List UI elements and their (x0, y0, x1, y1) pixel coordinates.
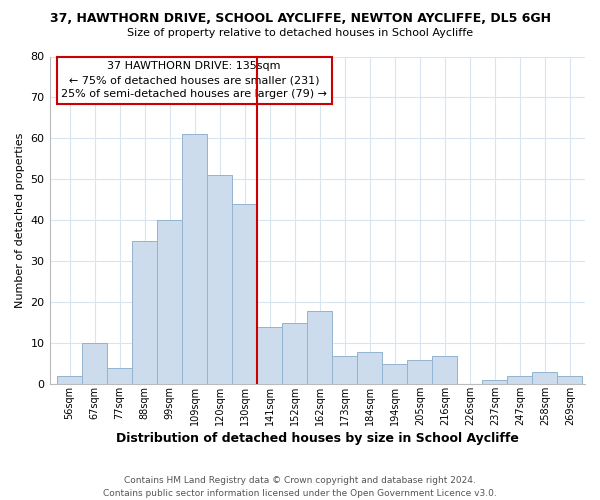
Bar (358, 352, 382, 384)
Text: Size of property relative to detached houses in School Aycliffe: Size of property relative to detached ho… (127, 28, 473, 38)
Bar (407, 360, 433, 384)
Bar (557, 376, 583, 384)
Bar (232, 204, 257, 384)
Bar (107, 368, 132, 384)
Bar (307, 310, 332, 384)
Text: Contains HM Land Registry data © Crown copyright and database right 2024.
Contai: Contains HM Land Registry data © Crown c… (103, 476, 497, 498)
Text: 37, HAWTHORN DRIVE, SCHOOL AYCLIFFE, NEWTON AYCLIFFE, DL5 6GH: 37, HAWTHORN DRIVE, SCHOOL AYCLIFFE, NEW… (49, 12, 551, 26)
Bar (282, 323, 307, 384)
Bar (382, 364, 407, 384)
Bar (532, 372, 557, 384)
Bar (207, 176, 232, 384)
Bar (332, 356, 358, 384)
Bar (182, 134, 207, 384)
Bar (82, 344, 107, 384)
Text: 37 HAWTHORN DRIVE: 135sqm
← 75% of detached houses are smaller (231)
25% of semi: 37 HAWTHORN DRIVE: 135sqm ← 75% of detac… (61, 62, 327, 100)
Bar (257, 327, 282, 384)
Bar (57, 376, 82, 384)
Y-axis label: Number of detached properties: Number of detached properties (15, 132, 25, 308)
Bar (508, 376, 532, 384)
Bar (157, 220, 182, 384)
Bar (482, 380, 508, 384)
Bar (132, 241, 157, 384)
Bar (433, 356, 457, 384)
X-axis label: Distribution of detached houses by size in School Aycliffe: Distribution of detached houses by size … (116, 432, 519, 445)
